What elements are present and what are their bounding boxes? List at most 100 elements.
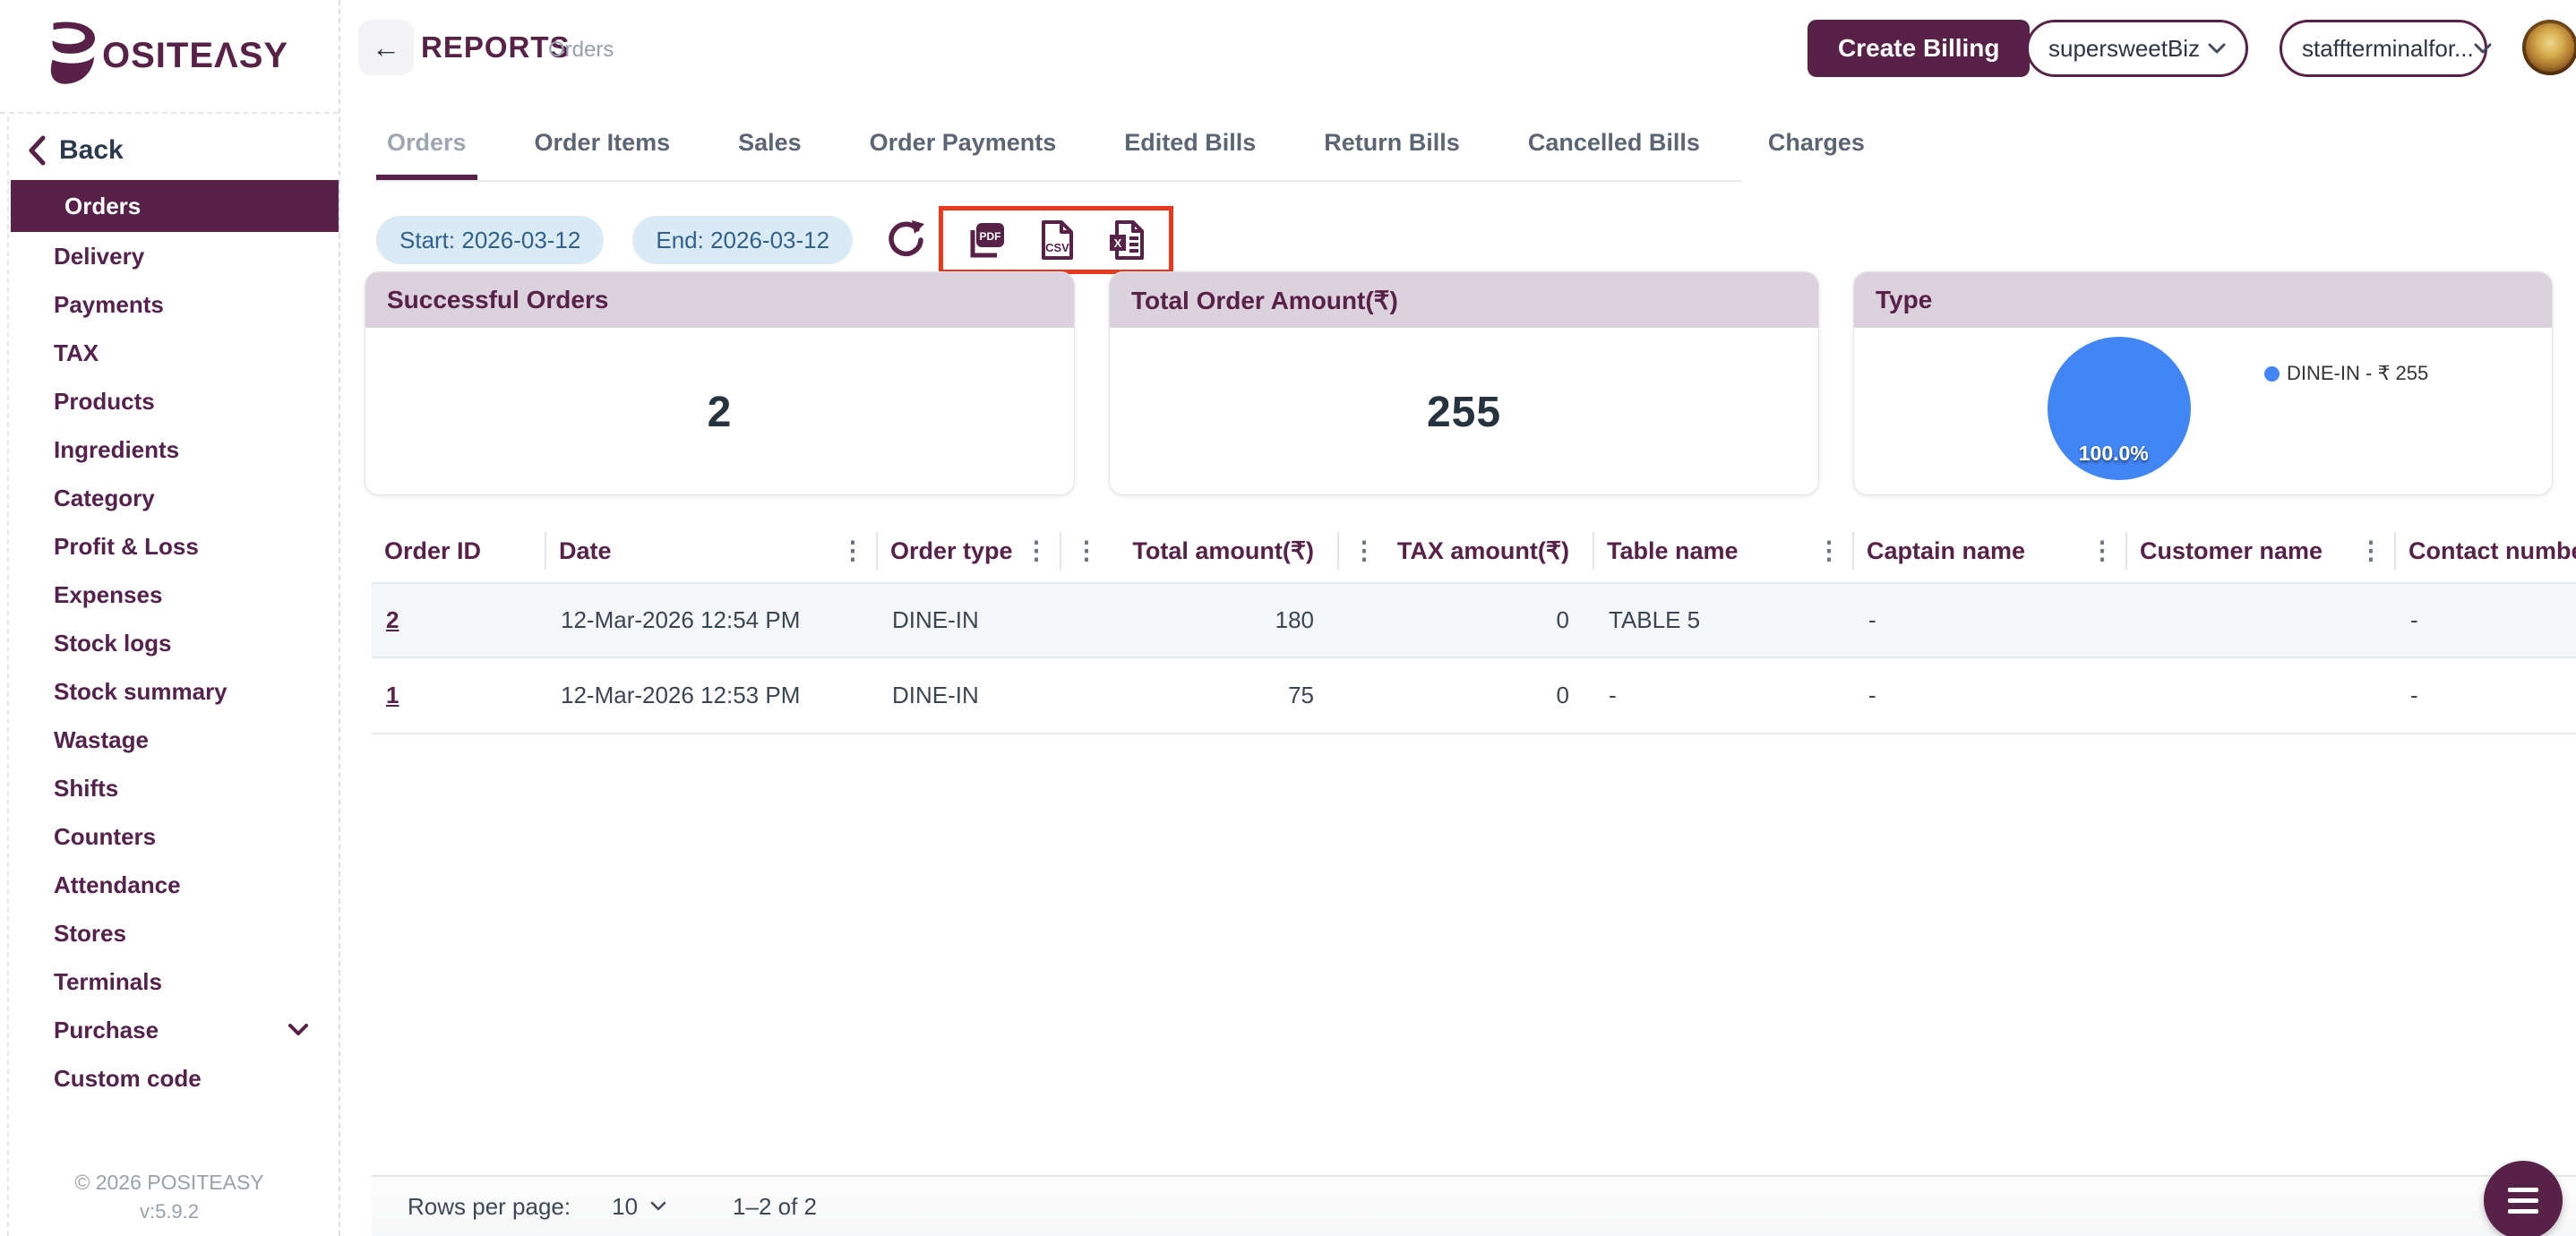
- tab-return-bills[interactable]: Return Bills: [1324, 129, 1460, 156]
- csv-export-icon: CSV: [1035, 219, 1078, 262]
- sidebar-item-category[interactable]: Category: [0, 474, 339, 522]
- column-header-total-amount[interactable]: ⋮ Total amount(₹): [1061, 519, 1339, 582]
- rows-per-page-select[interactable]: 10: [612, 1193, 666, 1221]
- column-header-tax-amount[interactable]: ⋮ TAX amount(₹): [1339, 519, 1594, 582]
- chevron-down-icon: [650, 1201, 666, 1212]
- business-dropdown[interactable]: supersweetBiz: [2026, 20, 2248, 77]
- sidebar-item-label: Stores: [54, 919, 126, 947]
- tab-charges[interactable]: Charges: [1767, 129, 1865, 156]
- table-row[interactable]: 2 12-Mar-2026 12:54 PM DINE-IN 180 0 TAB…: [372, 582, 2576, 658]
- tab-order-payments[interactable]: Order Payments: [869, 129, 1057, 156]
- sidebar-nav: Orders Delivery Payments TAX Products In…: [0, 180, 339, 1103]
- tab-sales[interactable]: Sales: [738, 129, 802, 156]
- order-id-link[interactable]: 1: [386, 682, 399, 708]
- refresh-button[interactable]: [881, 216, 930, 264]
- logo-p-icon: [47, 21, 97, 91]
- sidebar-item-purchase[interactable]: Purchase: [0, 1006, 339, 1054]
- sidebar-item-label: Payments: [54, 290, 164, 318]
- column-menu-icon[interactable]: ⋮: [1024, 536, 1049, 564]
- cell-tax-amount: 0: [1556, 606, 1569, 633]
- topbar: ← REPORTS Orders Create Billing superswe…: [340, 0, 2576, 99]
- column-menu-icon[interactable]: ⋮: [1816, 536, 1842, 564]
- sidebar-item-label: Profit & Loss: [54, 532, 199, 560]
- column-menu-icon[interactable]: ⋮: [840, 536, 865, 564]
- sidebar-item-counters[interactable]: Counters: [0, 812, 339, 861]
- sidebar-item-label: Terminals: [54, 967, 162, 995]
- cell-table-name: -: [1609, 682, 1617, 708]
- menu-fab-button[interactable]: [2484, 1161, 2563, 1236]
- sidebar-item-attendance[interactable]: Attendance: [0, 861, 339, 909]
- sidebar-item-orders[interactable]: Orders: [11, 180, 339, 232]
- hamburger-icon: [2508, 1208, 2538, 1214]
- sidebar-item-stock-logs[interactable]: Stock logs: [0, 619, 339, 667]
- cell-order-type: DINE-IN: [892, 606, 979, 633]
- sidebar-item-label: TAX: [54, 339, 99, 366]
- terminal-dropdown[interactable]: staffterminalfor...: [2280, 20, 2492, 77]
- column-header-order-type[interactable]: Order type ⋮: [878, 519, 1061, 582]
- back-label: Back: [59, 135, 124, 165]
- legend-label: DINE-IN - ₹ 255: [2287, 362, 2429, 384]
- sidebar-item-products[interactable]: Products: [0, 377, 339, 425]
- summary-cards: Successful Orders 2 Total Order Amount(₹…: [365, 271, 2553, 495]
- order-id-link[interactable]: 2: [386, 606, 399, 633]
- column-menu-icon[interactable]: ⋮: [2358, 536, 2383, 564]
- sidebar-item-label: Purchase: [54, 1016, 159, 1043]
- refresh-icon: [885, 219, 926, 261]
- cell-total-amount: 75: [1288, 682, 1314, 708]
- column-label: Customer name: [2140, 536, 2323, 564]
- sidebar-item-expenses[interactable]: Expenses: [0, 571, 339, 619]
- positeasy-logo[interactable]: OSITEΛSY: [47, 21, 288, 91]
- tab-orders[interactable]: Orders: [376, 118, 477, 180]
- column-header-customer-name[interactable]: Customer name ⋮: [2127, 519, 2396, 582]
- page-title: REPORTS: [421, 30, 571, 64]
- chevron-down-icon: [288, 1024, 308, 1036]
- rows-per-page-label: Rows per page:: [408, 1192, 571, 1220]
- tab-order-items[interactable]: Order Items: [534, 129, 671, 156]
- user-avatar[interactable]: [2522, 20, 2576, 75]
- column-header-table-name[interactable]: Table name ⋮: [1594, 519, 1854, 582]
- create-billing-button[interactable]: Create Billing: [1807, 20, 2031, 77]
- sidebar-back-button[interactable]: Back: [0, 114, 339, 175]
- column-menu-icon[interactable]: ⋮: [1352, 536, 1377, 564]
- total-order-amount-value: 255: [1426, 388, 1502, 436]
- column-label: Captain name: [1867, 536, 2026, 564]
- column-header-order-id[interactable]: Order ID: [372, 519, 546, 582]
- card-title: Successful Orders: [365, 272, 1074, 328]
- successful-orders-value: 2: [707, 388, 733, 436]
- column-label: Total amount(₹): [1132, 536, 1314, 564]
- table-row[interactable]: 1 12-Mar-2026 12:53 PM DINE-IN 75 0 - - …: [372, 658, 2576, 734]
- pie-chart: 100.0%: [2048, 337, 2191, 480]
- column-menu-icon[interactable]: ⋮: [2090, 536, 2115, 564]
- end-date-chip[interactable]: End: 2026-03-12: [632, 216, 854, 264]
- back-arrow-button[interactable]: ←: [358, 20, 414, 75]
- sidebar-item-terminals[interactable]: Terminals: [0, 957, 339, 1006]
- sidebar-item-label: Products: [54, 387, 155, 415]
- sidebar-item-stores[interactable]: Stores: [0, 909, 339, 957]
- sidebar-item-profit-loss[interactable]: Profit & Loss: [0, 522, 339, 571]
- orders-table: Order ID Date ⋮ Order type ⋮ ⋮ Total amo…: [372, 519, 2576, 1173]
- csv-export-button[interactable]: CSV: [1035, 219, 1078, 262]
- excel-export-button[interactable]: X: [1104, 219, 1147, 262]
- sidebar-item-wastage[interactable]: Wastage: [0, 716, 339, 764]
- tab-cancelled-bills[interactable]: Cancelled Bills: [1527, 129, 1700, 156]
- arrow-left-icon: ←: [372, 30, 400, 64]
- svg-text:CSV: CSV: [1045, 241, 1069, 254]
- column-menu-icon[interactable]: ⋮: [1074, 536, 1099, 564]
- sidebar-item-custom-code[interactable]: Custom code: [0, 1054, 339, 1103]
- pdf-export-button[interactable]: PDF: [965, 219, 1008, 262]
- sidebar-item-payments[interactable]: Payments: [0, 280, 339, 329]
- sidebar-item-label: Orders: [64, 192, 142, 219]
- column-header-captain-name[interactable]: Captain name ⋮: [1854, 519, 2127, 582]
- sidebar-item-label: Shifts: [54, 774, 119, 802]
- column-label: Order ID: [384, 536, 482, 564]
- column-header-date[interactable]: Date ⋮: [546, 519, 878, 582]
- sidebar-item-stock-summary[interactable]: Stock summary: [0, 667, 339, 716]
- column-label: TAX amount(₹): [1396, 536, 1569, 564]
- sidebar-item-shifts[interactable]: Shifts: [0, 764, 339, 812]
- sidebar-item-delivery[interactable]: Delivery: [0, 232, 339, 280]
- start-date-chip[interactable]: Start: 2026-03-12: [376, 216, 605, 264]
- column-header-contact-number[interactable]: Contact number: [2396, 519, 2576, 582]
- sidebar-item-ingredients[interactable]: Ingredients: [0, 425, 339, 474]
- sidebar-item-tax[interactable]: TAX: [0, 329, 339, 377]
- tab-edited-bills[interactable]: Edited Bills: [1124, 129, 1257, 156]
